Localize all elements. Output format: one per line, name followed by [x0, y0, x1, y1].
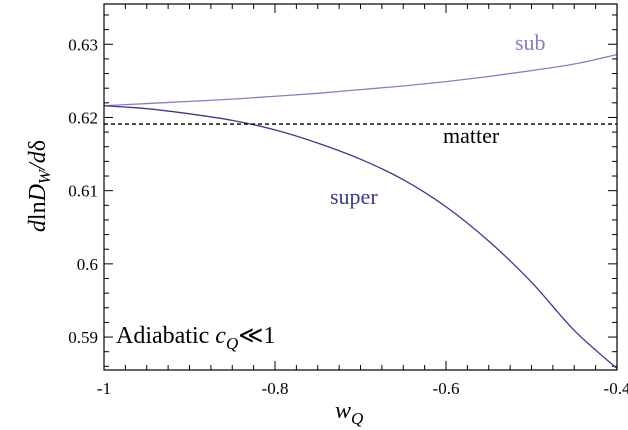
series-label-sub: sub	[515, 30, 546, 55]
y-tick-label: 0.6	[77, 255, 98, 274]
plot-frame	[103, 3, 618, 371]
x-tick-label: -0.6	[433, 379, 460, 398]
x-tick-label: -1	[97, 379, 111, 398]
series-label-matter: matter	[443, 123, 500, 148]
chart-annotation: Adiabatic cQ≪1	[116, 323, 275, 353]
x-axis-title: wQ	[335, 398, 363, 428]
tick-labels: 0.59 0.6 0.61 0.62 0.63 -1 -0.8 -0.6 -0.4	[68, 35, 628, 398]
series-lines	[103, 53, 618, 370]
axis-ticks	[103, 4, 618, 370]
y-tick-label: 0.62	[68, 108, 98, 127]
x-tick-label: -0.8	[262, 379, 289, 398]
y-tick-label: 0.59	[68, 328, 98, 347]
series-label-super: super	[330, 184, 378, 209]
y-tick-label: 0.63	[68, 35, 98, 54]
x-tick-label: -0.4	[604, 379, 628, 398]
y-tick-label: 0.61	[68, 182, 98, 201]
y-axis-title: dlnDW/dδ	[25, 140, 54, 232]
series-line-super	[103, 105, 618, 370]
series-line-sub	[103, 53, 618, 107]
